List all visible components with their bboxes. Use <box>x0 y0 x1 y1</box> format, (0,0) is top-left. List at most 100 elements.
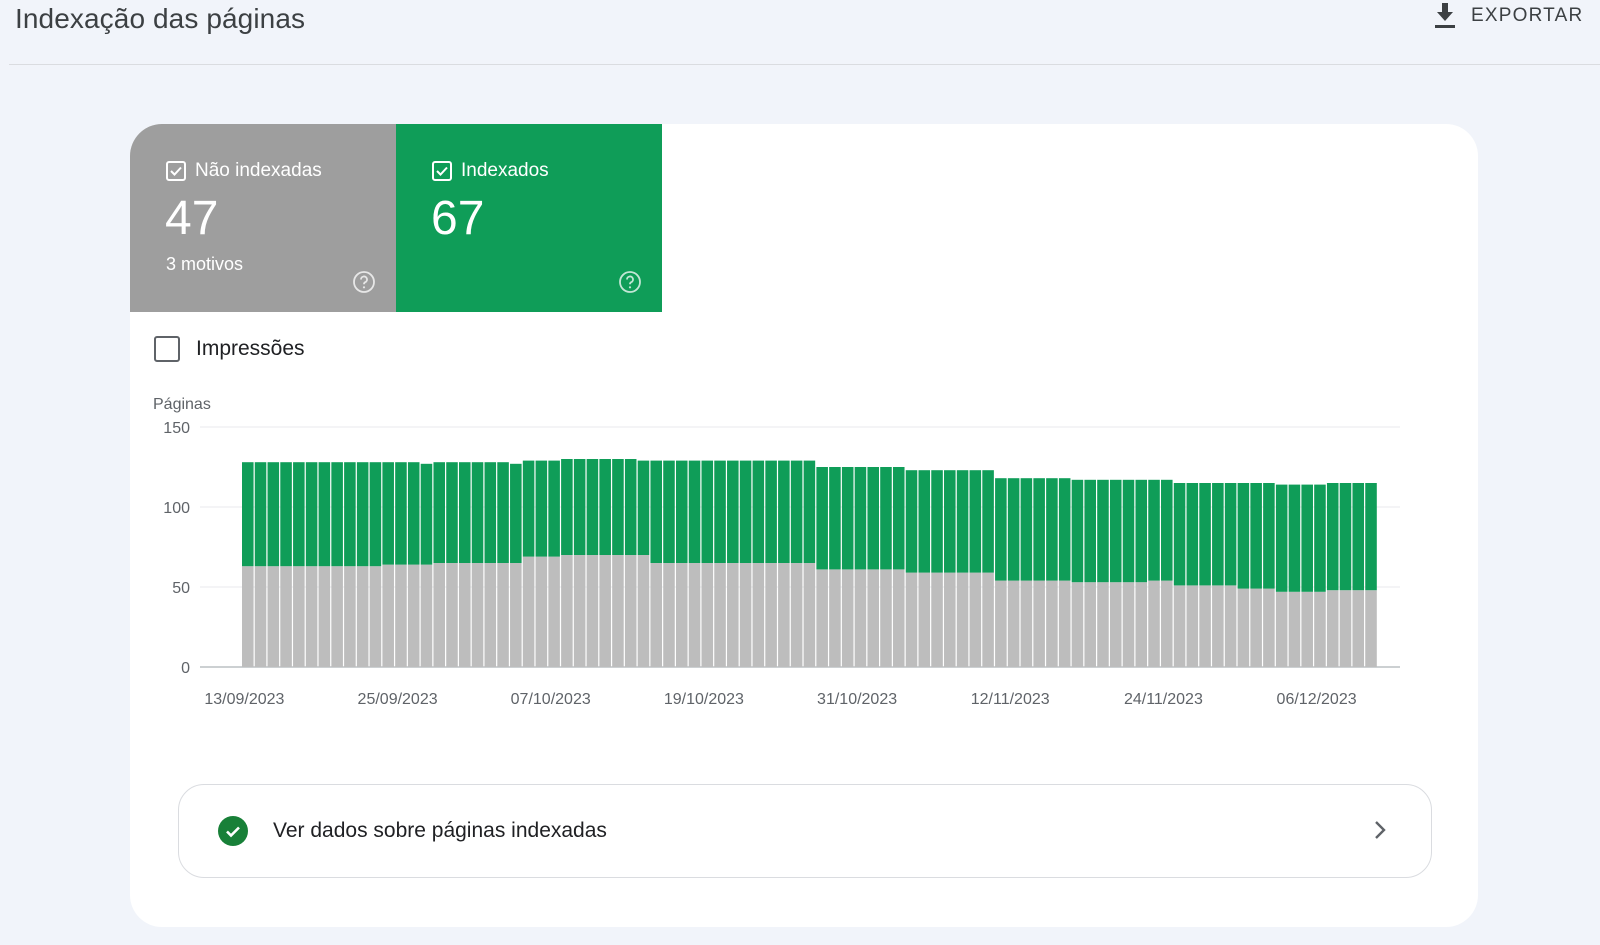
bar-indexed <box>931 470 943 573</box>
bar-indexed <box>727 460 739 563</box>
export-label: EXPORTAR <box>1471 5 1584 26</box>
bar-indexed <box>880 467 892 570</box>
y-tick-label: 50 <box>172 580 190 597</box>
bar-not-indexed <box>1339 590 1352 667</box>
bar-not-indexed <box>1122 582 1135 667</box>
bar-indexed <box>1161 479 1173 581</box>
bar-not-indexed <box>944 572 956 667</box>
bar-not-indexed <box>1173 585 1186 667</box>
bar-indexed <box>1135 479 1148 583</box>
bar-indexed <box>714 460 726 563</box>
bar-not-indexed <box>1237 588 1250 667</box>
bar-indexed <box>1224 483 1237 586</box>
x-tick-label: 06/12/2023 <box>1277 691 1357 708</box>
impressions-checkbox[interactable] <box>154 336 180 362</box>
bar-not-indexed <box>510 563 522 667</box>
bar-indexed <box>1212 483 1224 586</box>
bar-not-indexed <box>280 566 292 667</box>
bar-not-indexed <box>1263 588 1275 667</box>
bar-not-indexed <box>1071 582 1084 667</box>
bar-not-indexed <box>854 569 867 667</box>
y-tick-label: 0 <box>181 660 190 677</box>
bar-not-indexed <box>1199 585 1211 667</box>
bar-indexed <box>739 460 752 563</box>
bar-indexed <box>982 470 994 573</box>
bar-indexed <box>650 460 663 563</box>
bar-not-indexed <box>1250 588 1262 667</box>
checkbox-checked-icon[interactable] <box>432 161 452 181</box>
bar-not-indexed <box>1275 591 1288 667</box>
bar-indexed <box>778 460 790 563</box>
export-button[interactable]: EXPORTAR <box>1433 3 1583 29</box>
bar-not-indexed <box>1020 580 1033 667</box>
bar-not-indexed <box>867 569 879 667</box>
x-tick-label: 25/09/2023 <box>358 691 438 708</box>
bar-not-indexed <box>344 566 356 667</box>
x-tick-label: 24/11/2023 <box>1124 691 1203 708</box>
bar-indexed <box>561 459 573 555</box>
help-icon[interactable] <box>618 270 642 294</box>
bar-not-indexed <box>305 566 318 667</box>
bar-indexed <box>675 460 688 563</box>
bar-not-indexed <box>369 566 382 667</box>
bar-indexed <box>369 462 382 567</box>
bar-indexed <box>1148 479 1160 581</box>
bar-indexed <box>484 462 497 563</box>
tile-label: Não indexadas <box>195 160 322 181</box>
impressions-toggle[interactable]: Impressões <box>154 336 305 362</box>
bar-indexed <box>599 459 611 555</box>
bar-not-indexed <box>1033 580 1045 667</box>
bar-not-indexed <box>624 555 637 667</box>
y-axis-title: Páginas <box>153 396 211 413</box>
x-tick-label: 12/11/2023 <box>971 691 1050 708</box>
bar-indexed <box>497 462 509 563</box>
bar-indexed <box>331 462 343 567</box>
bar-not-indexed <box>752 563 765 667</box>
tile-value: 47 <box>165 192 219 245</box>
bar-indexed <box>420 463 433 565</box>
tile-label: Indexados <box>461 160 549 181</box>
bar-not-indexed <box>573 555 586 667</box>
bar-indexed <box>841 467 854 570</box>
bar-indexed <box>1007 478 1020 581</box>
tile-indexed[interactable]: Indexados 67 <box>396 124 662 312</box>
bar-indexed <box>1097 479 1109 583</box>
bar-indexed <box>356 462 369 567</box>
indexing-card: Não indexadas 47 3 motivos Indexados 67 … <box>130 124 1478 927</box>
bar-not-indexed <box>816 569 828 667</box>
bar-not-indexed <box>1365 590 1377 667</box>
help-icon[interactable] <box>352 270 376 294</box>
bar-not-indexed <box>1314 591 1326 667</box>
x-tick-label: 13/09/2023 <box>204 691 284 708</box>
bar-not-indexed <box>1326 590 1339 667</box>
bar-indexed <box>280 462 292 567</box>
bar-indexed <box>1250 483 1262 589</box>
bar-indexed <box>573 459 586 555</box>
bar-indexed <box>637 460 650 555</box>
bar-indexed <box>548 460 560 557</box>
bar-indexed <box>790 460 803 563</box>
tile-not-indexed[interactable]: Não indexadas 47 3 motivos <box>130 124 396 312</box>
bar-indexed <box>956 470 969 573</box>
bar-indexed <box>267 462 280 567</box>
bar-not-indexed <box>982 572 994 667</box>
bar-indexed <box>1352 483 1365 591</box>
bar-indexed <box>688 460 701 563</box>
bar-indexed <box>446 462 458 563</box>
x-tick-label: 07/10/2023 <box>511 691 591 708</box>
bar-indexed <box>407 462 420 565</box>
bar-not-indexed <box>790 563 803 667</box>
bar-not-indexed <box>650 563 663 667</box>
bar-not-indexed <box>293 566 305 667</box>
bar-not-indexed <box>778 563 790 667</box>
bar-not-indexed <box>1148 580 1160 667</box>
bar-not-indexed <box>471 563 484 667</box>
checkbox-checked-icon[interactable] <box>166 161 186 181</box>
bar-not-indexed <box>1352 590 1365 667</box>
bar-indexed <box>1033 478 1045 581</box>
link-label: Ver dados sobre páginas indexadas <box>273 819 607 842</box>
download-icon <box>1435 3 1455 28</box>
bar-indexed <box>318 462 331 567</box>
bar-indexed <box>1084 479 1096 583</box>
view-indexed-pages-link[interactable]: Ver dados sobre páginas indexadas <box>178 784 1432 878</box>
